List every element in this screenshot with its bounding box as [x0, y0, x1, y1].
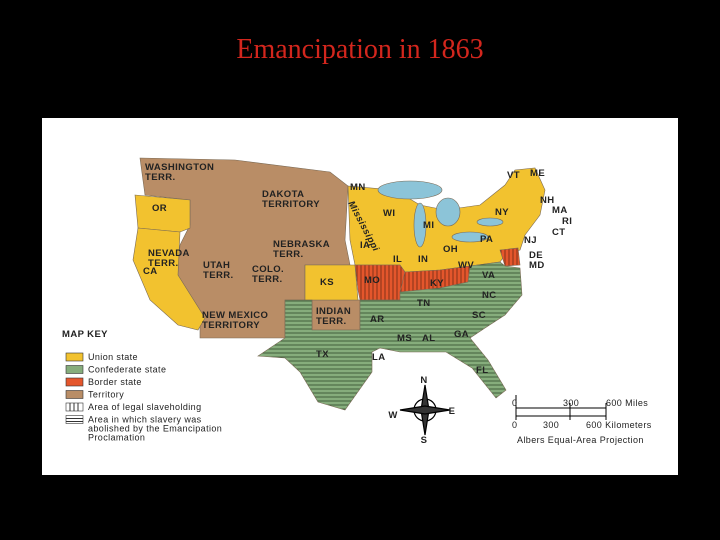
region-label: FL	[476, 365, 488, 376]
region-label: ME	[530, 168, 545, 179]
region-label: NC	[482, 290, 497, 301]
region-label: DE	[529, 250, 543, 261]
lake-ontario	[476, 217, 504, 227]
region-label: WI	[383, 208, 395, 219]
region-label: TERR.	[148, 258, 179, 269]
legend-swatch	[65, 352, 84, 362]
region-label: LA	[372, 352, 385, 363]
region-label: GA	[454, 329, 469, 340]
region-label: TERR.	[252, 274, 283, 285]
region-label: TERR.	[145, 172, 176, 183]
region-label: VA	[482, 270, 495, 281]
region-label: NEBRASKA	[273, 239, 330, 250]
lake-huron	[435, 197, 461, 227]
region-label: MO	[364, 275, 380, 286]
scale-label: 600 Kilometers	[586, 420, 652, 430]
region-label: IA	[360, 240, 370, 251]
compass-letter: N	[420, 375, 427, 386]
region-label: CT	[552, 227, 565, 238]
region-label: INDIAN	[316, 306, 351, 317]
legend-swatch	[65, 415, 84, 424]
region-label: KY	[430, 278, 444, 289]
map-shapes	[132, 157, 546, 411]
scale-bars	[515, 395, 607, 420]
region-label: NY	[495, 207, 509, 218]
legend-label: Confederate state	[88, 365, 166, 375]
compass	[399, 384, 451, 436]
region-label: WASHINGTON	[145, 162, 214, 173]
compass-letter: E	[449, 406, 456, 417]
region-label: WV	[458, 260, 474, 271]
region-label: AL	[422, 333, 435, 344]
region-label: TERRITORY	[262, 199, 320, 210]
kansas	[304, 264, 359, 301]
region-label: SC	[472, 310, 486, 321]
scale-label: 300	[563, 398, 579, 408]
scale-label: 600 Miles	[606, 398, 648, 408]
projection-label: Albers Equal-Area Projection	[517, 435, 644, 445]
region-label: MA	[552, 205, 568, 216]
region-label: TERR.	[316, 316, 347, 327]
legend-label: Territory	[88, 390, 124, 400]
region-label: KS	[320, 277, 334, 288]
lake-michigan	[413, 202, 427, 248]
legend-label: Area in which slavery was	[88, 415, 202, 425]
region-label: MN	[350, 182, 366, 193]
lake-erie	[451, 231, 489, 243]
scale-label: 0	[512, 420, 517, 430]
legend-label: Border state	[88, 377, 142, 387]
region-label: IN	[418, 254, 428, 265]
region-label: MS	[397, 333, 412, 344]
region-label: NEW MEXICO	[202, 310, 268, 321]
region-label: NH	[540, 195, 555, 206]
region-label: NJ	[524, 235, 537, 246]
slide-title: Emancipation in 1863	[236, 34, 483, 65]
region-label: COLO.	[252, 264, 284, 275]
region-label: RI	[562, 216, 572, 227]
region-label: NEVADA	[148, 248, 190, 259]
region-label: OR	[152, 203, 167, 214]
region-label: DAKOTA	[262, 189, 304, 200]
legend-label: abolished by the Emancipation	[88, 424, 222, 434]
scale-label: 0	[512, 398, 517, 408]
legend-title: MAP KEY	[62, 329, 108, 340]
region-label: VT	[507, 170, 520, 181]
legend-label: Area of legal slaveholding	[88, 402, 201, 412]
california	[132, 227, 206, 331]
region-label: TERR.	[203, 270, 234, 281]
confederacy	[257, 261, 523, 411]
region-label: MI	[423, 220, 434, 231]
region-label: TERR.	[273, 249, 304, 260]
region-label: UTAH	[203, 260, 230, 271]
legend-swatch	[65, 377, 84, 387]
legend-label: Proclamation	[88, 433, 145, 443]
region-label: MD	[529, 260, 545, 271]
compass-letter: W	[388, 410, 397, 421]
region-label: PA	[480, 234, 493, 245]
legend-label: Union state	[88, 352, 138, 362]
region-label: TERRITORY	[202, 320, 260, 331]
region-label: IL	[393, 254, 402, 265]
compass-letter: S	[421, 435, 428, 446]
delaware-maryland	[499, 247, 521, 267]
region-label: OH	[443, 244, 458, 255]
region-label: TN	[417, 298, 430, 309]
scale-label: 300	[543, 420, 559, 430]
lake-superior	[377, 180, 443, 200]
washington-oregon	[134, 194, 191, 233]
region-label: CA	[143, 266, 158, 277]
legend-swatch	[65, 365, 84, 374]
region-label: TX	[316, 349, 329, 360]
region-label: AR	[370, 314, 385, 325]
legend-swatch	[65, 390, 84, 399]
